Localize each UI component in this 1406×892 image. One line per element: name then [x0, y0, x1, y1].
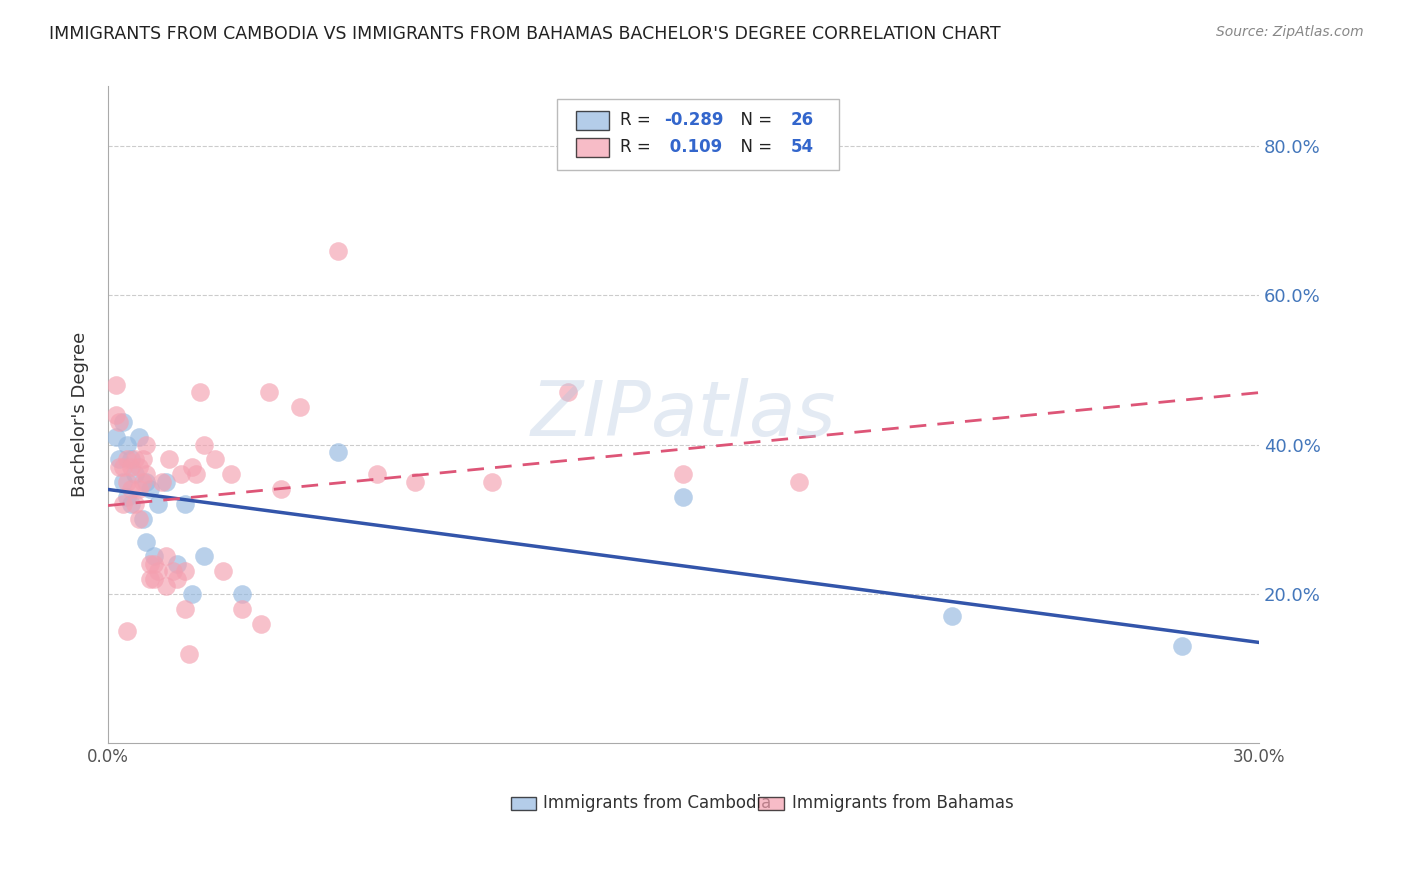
Point: [270, 483, 292, 497]
Point: [672, 490, 695, 504]
Point: [120, 459, 142, 474]
Point: [366, 467, 388, 482]
Text: IMMIGRANTS FROM CAMBODIA VS IMMIGRANTS FROM BAHAMAS BACHELOR'S DEGREE CORRELATIO: IMMIGRANTS FROM CAMBODIA VS IMMIGRANTS F…: [49, 25, 1001, 43]
Point: [1171, 639, 1194, 653]
Point: [124, 497, 146, 511]
Point: [135, 467, 157, 482]
Point: [112, 497, 135, 511]
Point: [131, 452, 153, 467]
Text: -0.289: -0.289: [664, 111, 724, 128]
Point: [150, 475, 173, 489]
Point: [186, 467, 208, 482]
Point: [104, 377, 127, 392]
Point: [188, 385, 211, 400]
Point: [139, 557, 162, 571]
Point: [481, 475, 503, 489]
Point: [146, 565, 169, 579]
Point: [250, 616, 273, 631]
Point: [146, 497, 169, 511]
Point: [131, 475, 153, 489]
Point: [112, 475, 135, 489]
Point: [170, 467, 193, 482]
Point: [328, 244, 350, 258]
Point: [204, 452, 226, 467]
Text: Immigrants from Bahamas: Immigrants from Bahamas: [792, 794, 1014, 812]
Point: [181, 459, 204, 474]
Text: Immigrants from Cambodia: Immigrants from Cambodia: [543, 794, 772, 812]
Point: [328, 445, 350, 459]
Point: [128, 512, 150, 526]
FancyBboxPatch shape: [576, 111, 609, 130]
Point: [124, 452, 146, 467]
Point: [155, 549, 177, 564]
Point: [557, 385, 579, 400]
Text: Source: ZipAtlas.com: Source: ZipAtlas.com: [1216, 25, 1364, 39]
Point: [115, 490, 138, 504]
Point: [173, 601, 195, 615]
Point: [139, 572, 162, 586]
Point: [115, 475, 138, 489]
Point: [104, 408, 127, 422]
Point: [155, 475, 177, 489]
Point: [120, 483, 142, 497]
Point: [115, 452, 138, 467]
FancyBboxPatch shape: [557, 99, 839, 169]
Point: [112, 459, 135, 474]
Point: [166, 557, 188, 571]
Point: [108, 452, 131, 467]
Point: [128, 430, 150, 444]
Point: [135, 475, 157, 489]
Point: [173, 565, 195, 579]
Point: [212, 565, 235, 579]
Point: [143, 557, 166, 571]
Point: [941, 609, 963, 624]
Text: 0.109: 0.109: [664, 138, 723, 156]
Point: [173, 497, 195, 511]
Text: N =: N =: [730, 111, 778, 128]
Point: [157, 452, 180, 467]
Point: [139, 483, 162, 497]
Point: [104, 430, 127, 444]
Point: [166, 572, 188, 586]
Point: [128, 483, 150, 497]
Point: [115, 437, 138, 451]
FancyBboxPatch shape: [510, 797, 536, 810]
Text: 26: 26: [790, 111, 814, 128]
Point: [135, 437, 157, 451]
Point: [404, 475, 426, 489]
Point: [120, 452, 142, 467]
Point: [177, 647, 200, 661]
Point: [231, 587, 253, 601]
Point: [181, 587, 204, 601]
Point: [112, 415, 135, 429]
Text: N =: N =: [730, 138, 778, 156]
Point: [131, 512, 153, 526]
Point: [120, 497, 142, 511]
Point: [135, 534, 157, 549]
FancyBboxPatch shape: [758, 797, 783, 810]
Text: 54: 54: [790, 138, 814, 156]
Point: [143, 549, 166, 564]
Point: [787, 475, 810, 489]
Point: [115, 624, 138, 639]
Point: [124, 467, 146, 482]
Point: [288, 401, 311, 415]
Text: R =: R =: [620, 138, 657, 156]
Point: [162, 565, 184, 579]
Point: [672, 467, 695, 482]
FancyBboxPatch shape: [576, 137, 609, 157]
Text: ZIPatlas: ZIPatlas: [531, 377, 837, 451]
Point: [128, 459, 150, 474]
Point: [219, 467, 242, 482]
Point: [231, 601, 253, 615]
Point: [257, 385, 280, 400]
Point: [143, 572, 166, 586]
Point: [193, 549, 215, 564]
Point: [193, 437, 215, 451]
Text: R =: R =: [620, 111, 657, 128]
Point: [155, 579, 177, 593]
Point: [108, 415, 131, 429]
Point: [108, 459, 131, 474]
Y-axis label: Bachelor's Degree: Bachelor's Degree: [72, 332, 89, 498]
